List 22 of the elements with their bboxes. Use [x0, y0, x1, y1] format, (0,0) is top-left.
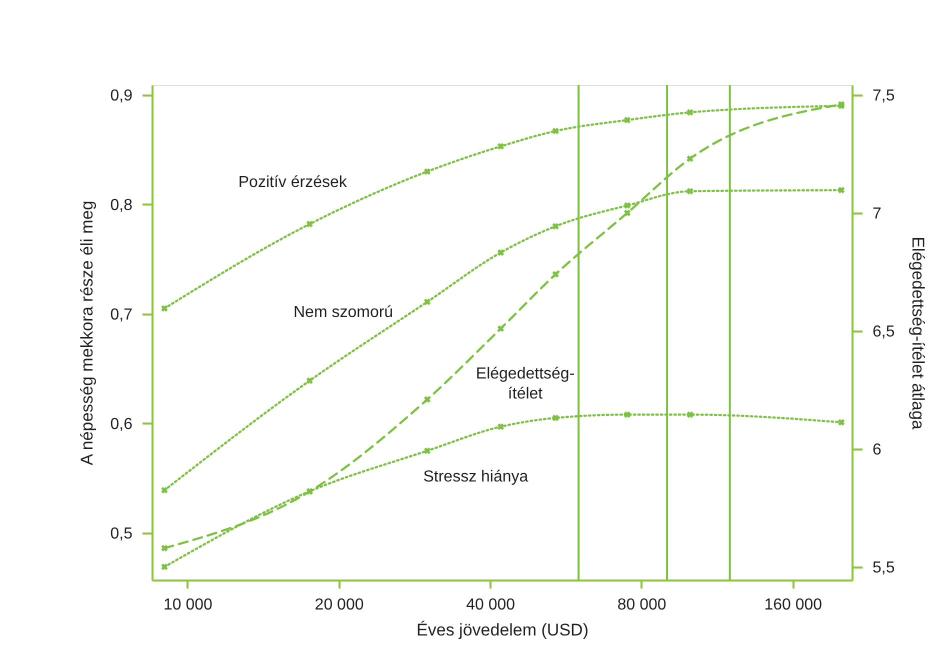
y-tick-label: 0,8 — [110, 196, 133, 214]
x-tick-label: 10 000 — [164, 596, 213, 614]
series-label: Pozitív érzések — [238, 174, 348, 192]
x-tick-label: 20 000 — [314, 596, 364, 614]
y2-tick-label: 6 — [872, 441, 882, 458]
y2-tick-label: 5,5 — [872, 560, 895, 577]
y-axis-title: A népesség mekkora része éli meg — [77, 200, 96, 466]
x-tick-label: 80 000 — [617, 596, 666, 614]
y2-tick-label: 7 — [872, 205, 882, 222]
y-tick-label: 0,7 — [110, 306, 133, 324]
y2-axis-title: Elégedettség-ítélet átlaga — [908, 236, 928, 430]
series-label: Nem szomorú — [293, 304, 394, 321]
x-tick-label: 40 000 — [466, 596, 516, 614]
series-label: Elégedettség-ítélet — [476, 365, 575, 402]
x-tick-label: 160 000 — [764, 596, 822, 614]
y-tick-label: 0,9 — [110, 87, 133, 104]
y-tick-label: 0,6 — [110, 416, 133, 433]
series-label: Stressz hiánya — [423, 468, 528, 486]
y2-tick-label: 7,5 — [872, 87, 895, 104]
y2-tick-label: 6,5 — [872, 323, 895, 340]
y-tick-label: 0,5 — [110, 525, 133, 542]
x-axis-title: Éves jövedelem (USD) — [416, 620, 588, 640]
